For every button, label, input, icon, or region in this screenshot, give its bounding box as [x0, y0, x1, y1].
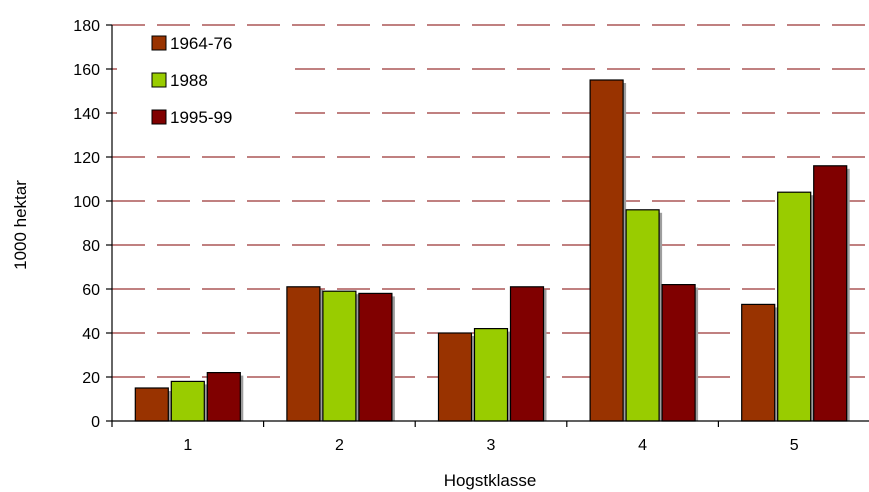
- legend-label-1964-76: 1964-76: [170, 34, 232, 53]
- bars: [134, 79, 850, 422]
- legend-swatch-1988: [151, 72, 167, 88]
- axes: 0 20 40 60 80 100 120 140 160 180 1 2 3 4 5: [73, 18, 869, 454]
- bar-1964-76-3: [437, 332, 473, 422]
- legend: 1964-76 1988 1995-99: [117, 27, 295, 151]
- y-tick-label-40: 40: [82, 326, 100, 343]
- y-tick-label-60: 60: [82, 282, 100, 299]
- y-tick-label-0: 0: [91, 414, 100, 431]
- bar-1988-5: [777, 191, 812, 422]
- y-tick-label-120: 120: [73, 150, 100, 167]
- bar-1988-1: [170, 380, 205, 422]
- y-axis-title: 1000 hektar: [11, 180, 30, 270]
- bar-1964-76-1: [134, 387, 169, 422]
- legend-label-1995-99: 1995-99: [170, 108, 232, 127]
- bar-1988-3: [473, 328, 509, 422]
- bar-1964-76-2: [286, 286, 321, 422]
- bar-1995-99-1: [206, 372, 241, 422]
- bar-1995-99-5: [813, 165, 848, 422]
- legend-swatch-1964-76: [151, 35, 167, 51]
- x-tick-label-4: 4: [638, 437, 647, 454]
- bar-1964-76-4: [589, 79, 624, 422]
- legend-background: [117, 27, 295, 151]
- y-tick-label-140: 140: [73, 106, 100, 123]
- y-tick-label-160: 160: [73, 62, 100, 79]
- y-tick-label-100: 100: [73, 194, 100, 211]
- y-tick-label-20: 20: [82, 370, 100, 387]
- x-tick-label-2: 2: [335, 437, 344, 454]
- bar-1964-76-5: [741, 303, 776, 422]
- legend-label-1988: 1988: [170, 71, 208, 90]
- bar-1995-99-2: [358, 292, 393, 422]
- x-tick-label-3: 3: [487, 437, 496, 454]
- bar-1988-4: [625, 209, 660, 422]
- bar-1995-99-4: [661, 284, 696, 422]
- x-tick-label-5: 5: [790, 437, 799, 454]
- legend-swatch-1995-99: [151, 109, 167, 125]
- bar-1995-99-3: [509, 286, 545, 422]
- x-tick-label-1: 1: [183, 437, 192, 454]
- y-tick-label-80: 80: [82, 238, 100, 255]
- y-tick-label-180: 180: [73, 18, 100, 35]
- bar-1988-2: [322, 290, 357, 422]
- x-axis-title: Hogstklasse: [444, 471, 537, 490]
